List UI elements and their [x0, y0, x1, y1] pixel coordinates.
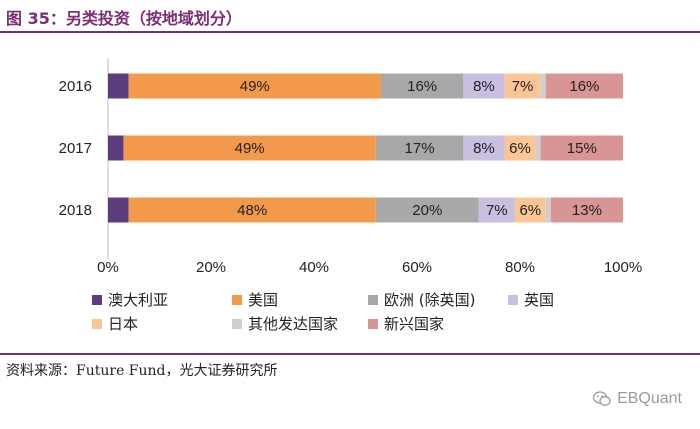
- legend-swatch: [232, 319, 242, 329]
- bar-segment-7: [540, 135, 623, 161]
- legend-label: 澳大利亚: [108, 291, 168, 309]
- data-label: 6%: [509, 140, 531, 157]
- category-label: 2016: [59, 78, 92, 95]
- bar-segment-7: [545, 73, 623, 99]
- bar-segment-4: [463, 73, 505, 99]
- data-label: 16%: [569, 78, 599, 95]
- data-label: 20%: [412, 202, 442, 219]
- legend-swatch: [368, 319, 378, 329]
- legend-label: 美国: [248, 291, 278, 309]
- bar-segment-1: [108, 135, 124, 161]
- legend-label: 新兴国家: [384, 315, 444, 333]
- bar-segment-5: [504, 73, 541, 99]
- bar-segment-6: [545, 197, 551, 223]
- data-label: 49%: [240, 78, 270, 95]
- data-label: 17%: [405, 140, 435, 157]
- data-label: 48%: [237, 202, 267, 219]
- bar-segment-6: [540, 73, 546, 99]
- legend-label: 其他发达国家: [248, 315, 338, 333]
- x-tick-label: 60%: [402, 259, 432, 276]
- data-label: 16%: [407, 78, 437, 95]
- source-rule: [0, 353, 700, 355]
- bar-segment-1: [108, 197, 129, 223]
- bar-segment-2: [123, 135, 376, 161]
- bar-segment-7: [550, 197, 623, 223]
- bar-segment-3: [375, 197, 479, 223]
- category-label: 2018: [59, 202, 92, 219]
- x-tick-label: 0%: [97, 259, 119, 276]
- x-tick-label: 40%: [299, 259, 329, 276]
- bar-segment-4: [463, 135, 505, 161]
- bar-segment-4: [478, 197, 515, 223]
- watermark: EBQuant: [593, 390, 682, 408]
- legend-swatch: [508, 295, 518, 305]
- x-tick-label: 20%: [196, 259, 226, 276]
- legend-swatch: [92, 319, 102, 329]
- legend-label: 英国: [524, 291, 554, 309]
- watermark-text: EBQuant: [617, 390, 682, 407]
- data-label: 7%: [486, 202, 508, 219]
- title-rule: [0, 31, 700, 33]
- legend-swatch: [368, 295, 378, 305]
- x-tick-label: 80%: [505, 259, 535, 276]
- bar-segment-5: [504, 135, 536, 161]
- source-note: 资料来源：Future Fund，光大证券研究所: [6, 363, 278, 379]
- bar-segment-6: [535, 135, 541, 161]
- category-label: 2017: [59, 140, 92, 157]
- bar-segment-1: [108, 73, 129, 99]
- data-label: 8%: [473, 140, 495, 157]
- chart-title: 图 35：另类投资（按地域划分）: [6, 9, 242, 28]
- data-label: 7%: [512, 78, 534, 95]
- bar-segment-3: [375, 135, 464, 161]
- legend-swatch: [92, 295, 102, 305]
- data-label: 49%: [235, 140, 265, 157]
- data-label: 6%: [519, 202, 541, 219]
- data-label: 8%: [473, 78, 495, 95]
- legend-label: 日本: [108, 315, 138, 333]
- legend-label: 欧洲 (除英国): [384, 291, 475, 309]
- data-label: 15%: [567, 140, 597, 157]
- bar-segment-5: [514, 197, 546, 223]
- bar-segment-2: [128, 197, 376, 223]
- wechat-icon: [593, 391, 611, 406]
- stacked-bar-chart: 2016 49% 16% 8% 7% 16% 2017 49% 17% 8% 6% 15% 2018 48…: [59, 58, 642, 333]
- bar-segment-3: [380, 73, 464, 99]
- data-label: 13%: [572, 202, 602, 219]
- x-tick-label: 100%: [604, 259, 642, 276]
- legend-swatch: [232, 295, 242, 305]
- bar-segment-2: [128, 73, 381, 99]
